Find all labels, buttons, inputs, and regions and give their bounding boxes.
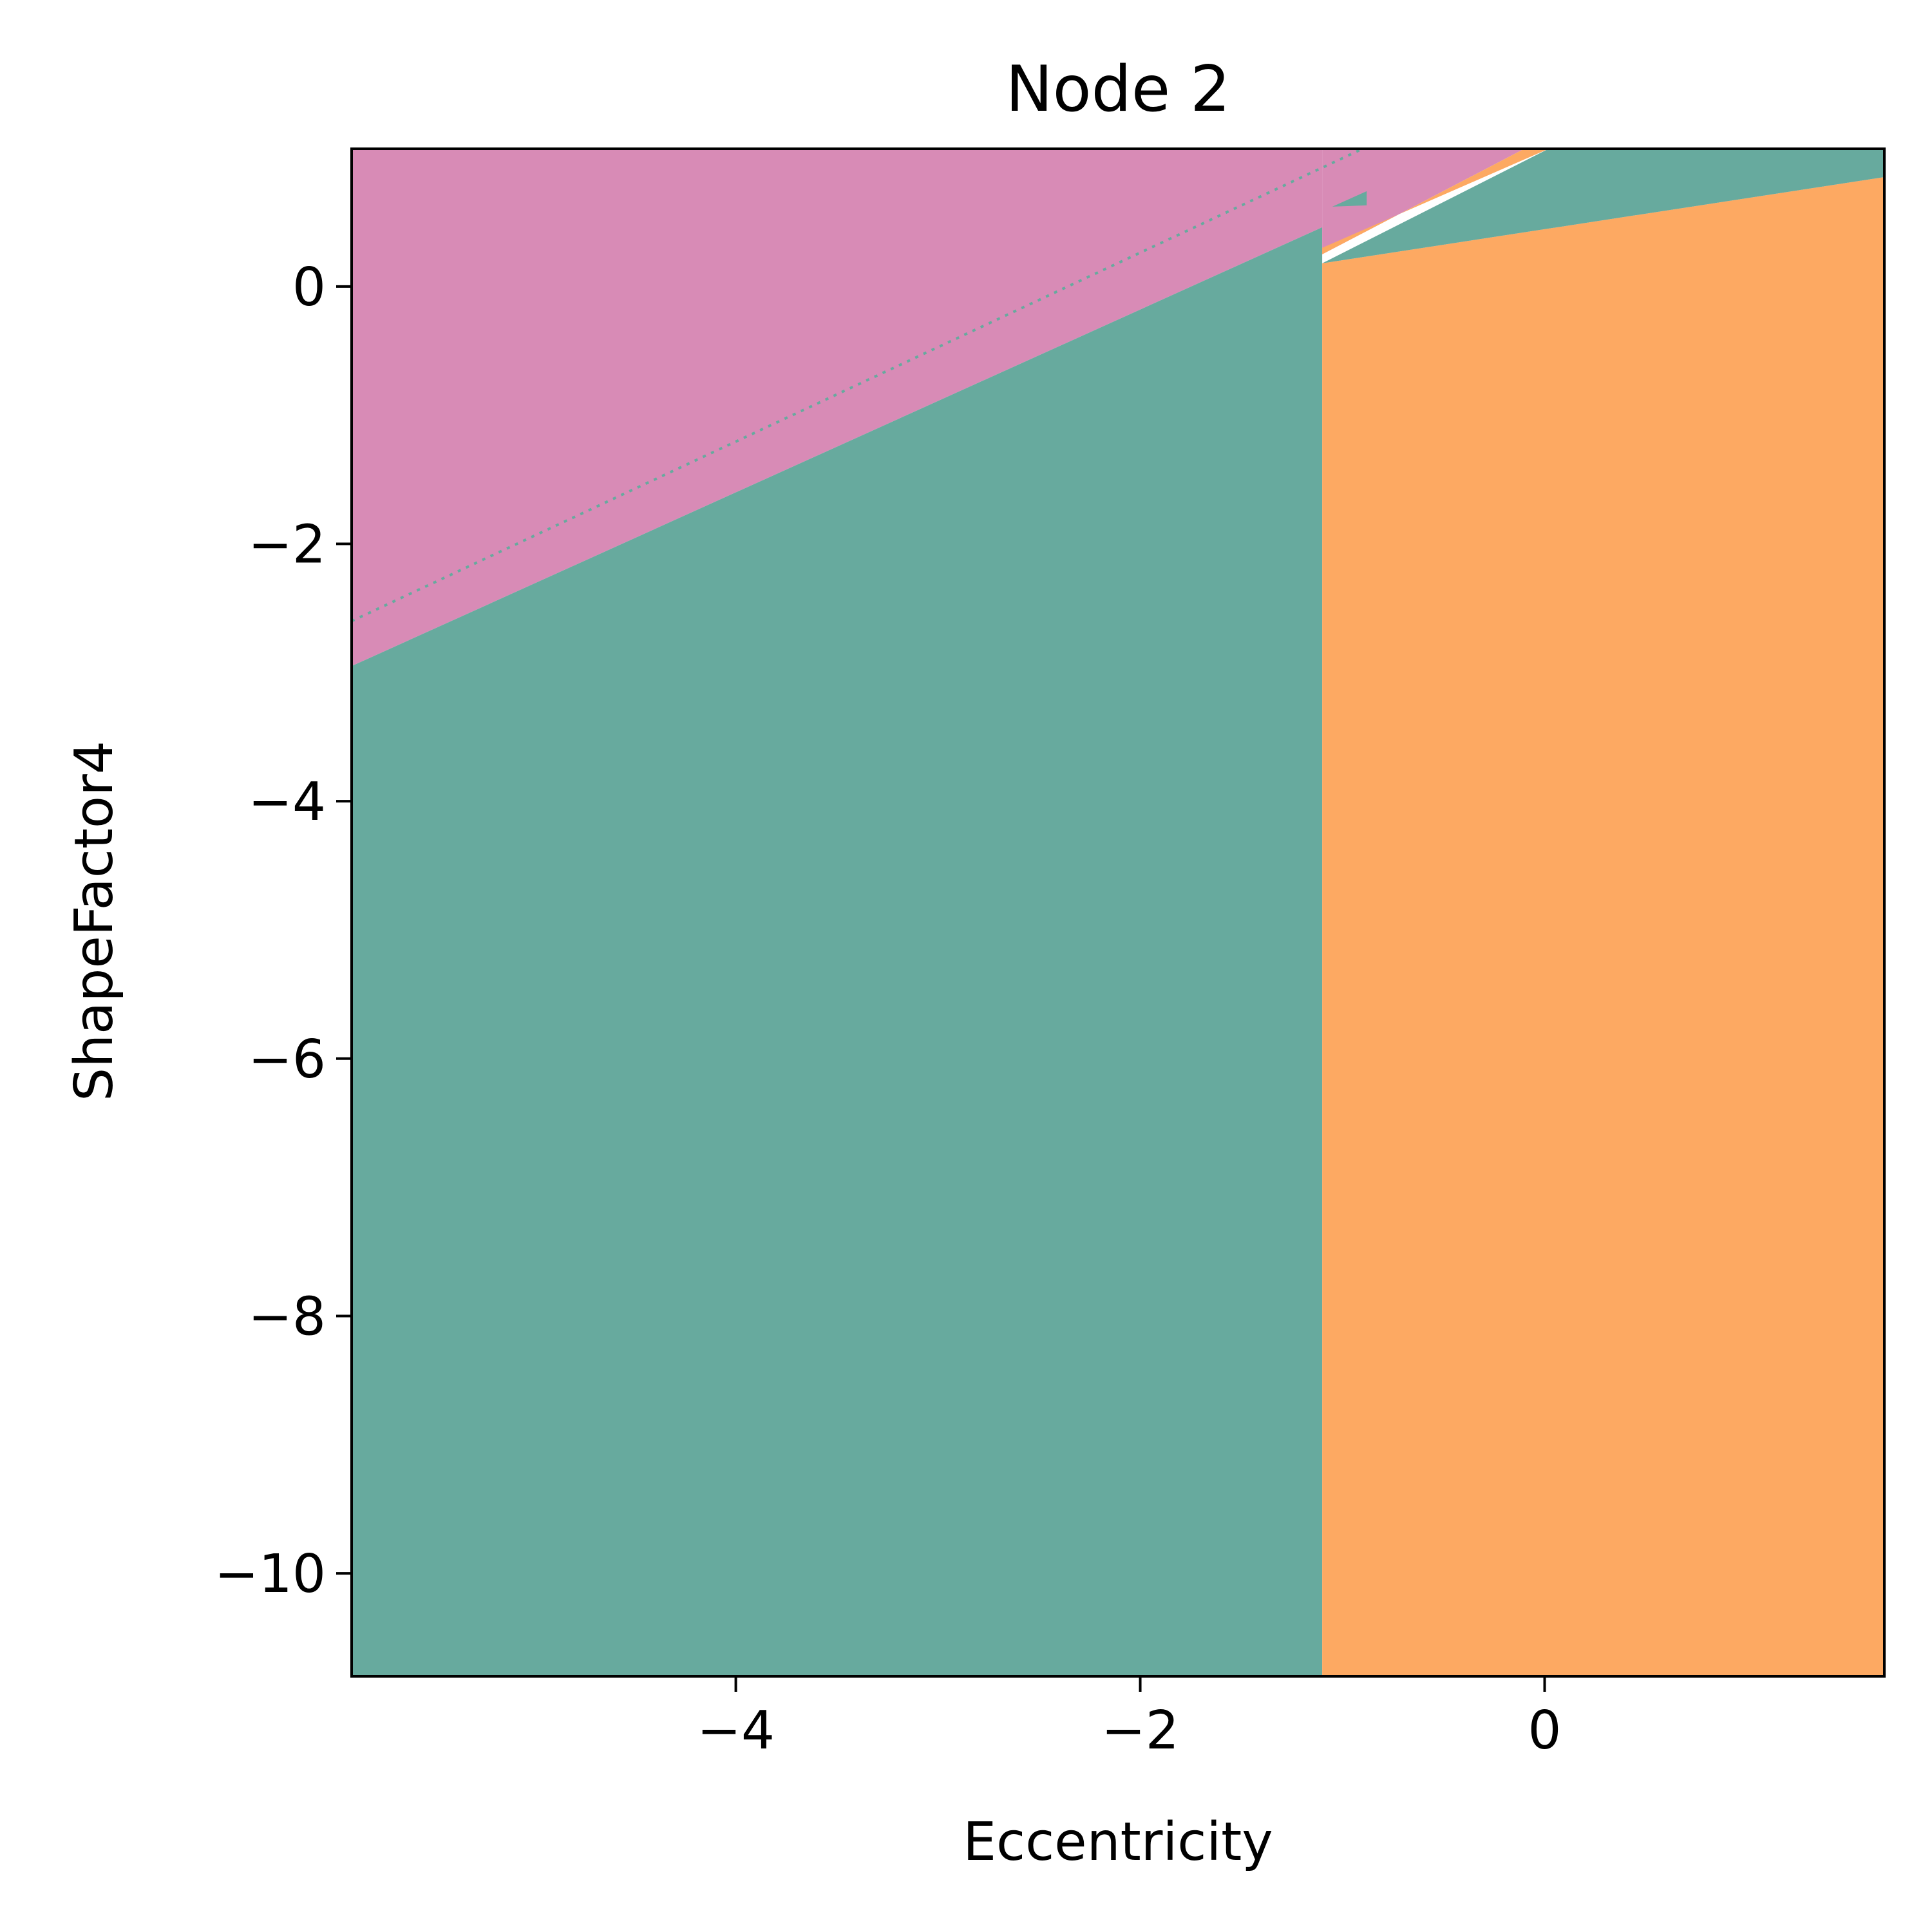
region-pink-0: [352, 149, 1323, 667]
x-tick-label: 0: [1528, 1700, 1561, 1761]
y-tick-label: −10: [214, 1544, 326, 1605]
y-tick-label: −2: [248, 514, 326, 575]
y-tick-label: 0: [292, 257, 326, 318]
x-axis-label: Eccentricity: [963, 1812, 1273, 1873]
y-tick-label: −4: [248, 772, 326, 833]
chart-title: Node 2: [1005, 53, 1230, 126]
x-axis-ticks: −4 −2 0: [697, 1676, 1562, 1761]
region-teal-5: [1322, 149, 1884, 263]
x-tick-label: −2: [1101, 1700, 1179, 1761]
region-teal-6: [1332, 191, 1367, 207]
dotted-boundary-line: [352, 149, 1363, 623]
x-tick-label: −4: [697, 1700, 775, 1761]
region-teal-1: [352, 227, 1323, 1676]
y-tick-label: −8: [248, 1286, 326, 1347]
y-axis-ticks: 0 −2 −4 −6 −8 −10: [214, 257, 352, 1605]
region-orange-2: [1322, 177, 1884, 1676]
decision-regions: [352, 149, 1884, 1676]
y-tick-label: −6: [248, 1029, 326, 1090]
plot-frame: [350, 147, 1886, 1678]
dotted-boundary: [352, 149, 1363, 623]
y-axis-label: ShapeFactor4: [64, 741, 125, 1101]
